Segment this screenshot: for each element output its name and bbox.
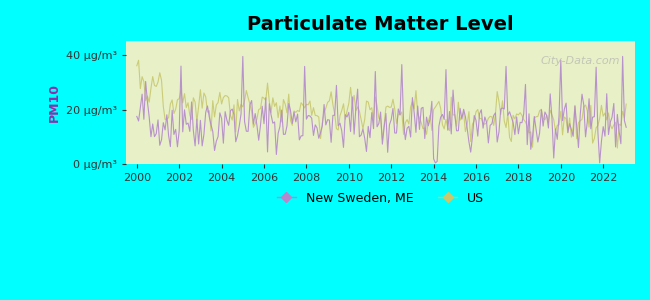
Legend: New Sweden, ME, US: New Sweden, ME, US bbox=[272, 187, 489, 210]
Title: Particulate Matter Level: Particulate Matter Level bbox=[247, 15, 514, 34]
Y-axis label: PM10: PM10 bbox=[47, 83, 60, 122]
Text: City-Data.com: City-Data.com bbox=[540, 56, 619, 66]
